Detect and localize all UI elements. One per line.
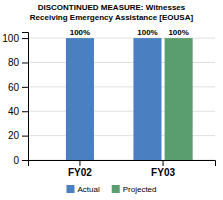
legend-item: Projected xyxy=(112,185,157,194)
x-tick-label: FY02 xyxy=(68,167,92,178)
y-tick-label: 100 xyxy=(2,33,19,44)
legend: Actual Projected xyxy=(66,185,156,194)
legend-item: Actual xyxy=(66,185,99,194)
chart: DISCONTINUED MEASURE: WitnessesReceiving… xyxy=(0,0,223,200)
bar xyxy=(133,38,161,160)
data-label: 100% xyxy=(70,28,90,37)
data-label: 100% xyxy=(137,28,157,37)
x-tick-mark xyxy=(163,160,164,166)
grid xyxy=(28,38,215,160)
bars xyxy=(66,38,193,160)
title: DISCONTINUED MEASURE: WitnessesReceiving… xyxy=(30,3,194,22)
y-tick-mark xyxy=(22,87,28,88)
y-tick-label: 40 xyxy=(8,106,20,117)
legend-label: Actual xyxy=(77,185,99,194)
y-tick: 100 xyxy=(2,33,28,44)
y-tick-label: 60 xyxy=(8,82,20,93)
y-tick: 0 xyxy=(13,155,28,166)
y-tick-mark xyxy=(22,62,28,63)
y-tick: 40 xyxy=(8,106,28,117)
title-line: DISCONTINUED MEASURE: Witnesses xyxy=(38,3,186,12)
y-axis-line xyxy=(22,33,29,161)
y-tick-label: 0 xyxy=(13,155,19,166)
bar xyxy=(66,38,94,160)
legend-swatch xyxy=(112,185,120,193)
y-axis: 0 20 40 60 80 100 xyxy=(2,33,28,166)
x-tick: FY03 xyxy=(151,160,175,178)
x-tick-mark xyxy=(79,160,80,166)
chart-container: DISCONTINUED MEASURE: WitnessesReceiving… xyxy=(0,0,223,200)
y-tick: 60 xyxy=(8,82,28,93)
x-tick: FY02 xyxy=(68,160,92,178)
y-tick: 20 xyxy=(8,130,28,141)
legend-swatch xyxy=(66,185,74,193)
y-tick-mark xyxy=(22,38,28,39)
y-tick-mark xyxy=(22,111,28,112)
data-label: 100% xyxy=(168,28,188,37)
plot: 100% 100% 100% 0 20 40 60 80 100 FY02 FY03 xyxy=(2,28,215,178)
y-tick-mark xyxy=(22,136,28,137)
title-line: Receiving Emergency Assistance [EOUSA] xyxy=(30,13,194,22)
y-tick-label: 20 xyxy=(8,130,20,141)
y-tick-mark xyxy=(22,160,28,161)
x-axis-line xyxy=(29,161,216,167)
bar xyxy=(165,38,193,160)
x-axis: FY02 FY03 xyxy=(29,160,216,178)
legend-label: Projected xyxy=(123,185,157,194)
x-tick-label: FY03 xyxy=(151,167,175,178)
y-tick-label: 80 xyxy=(8,57,20,68)
data-labels: 100% 100% 100% xyxy=(70,28,189,37)
y-tick: 80 xyxy=(8,57,28,68)
